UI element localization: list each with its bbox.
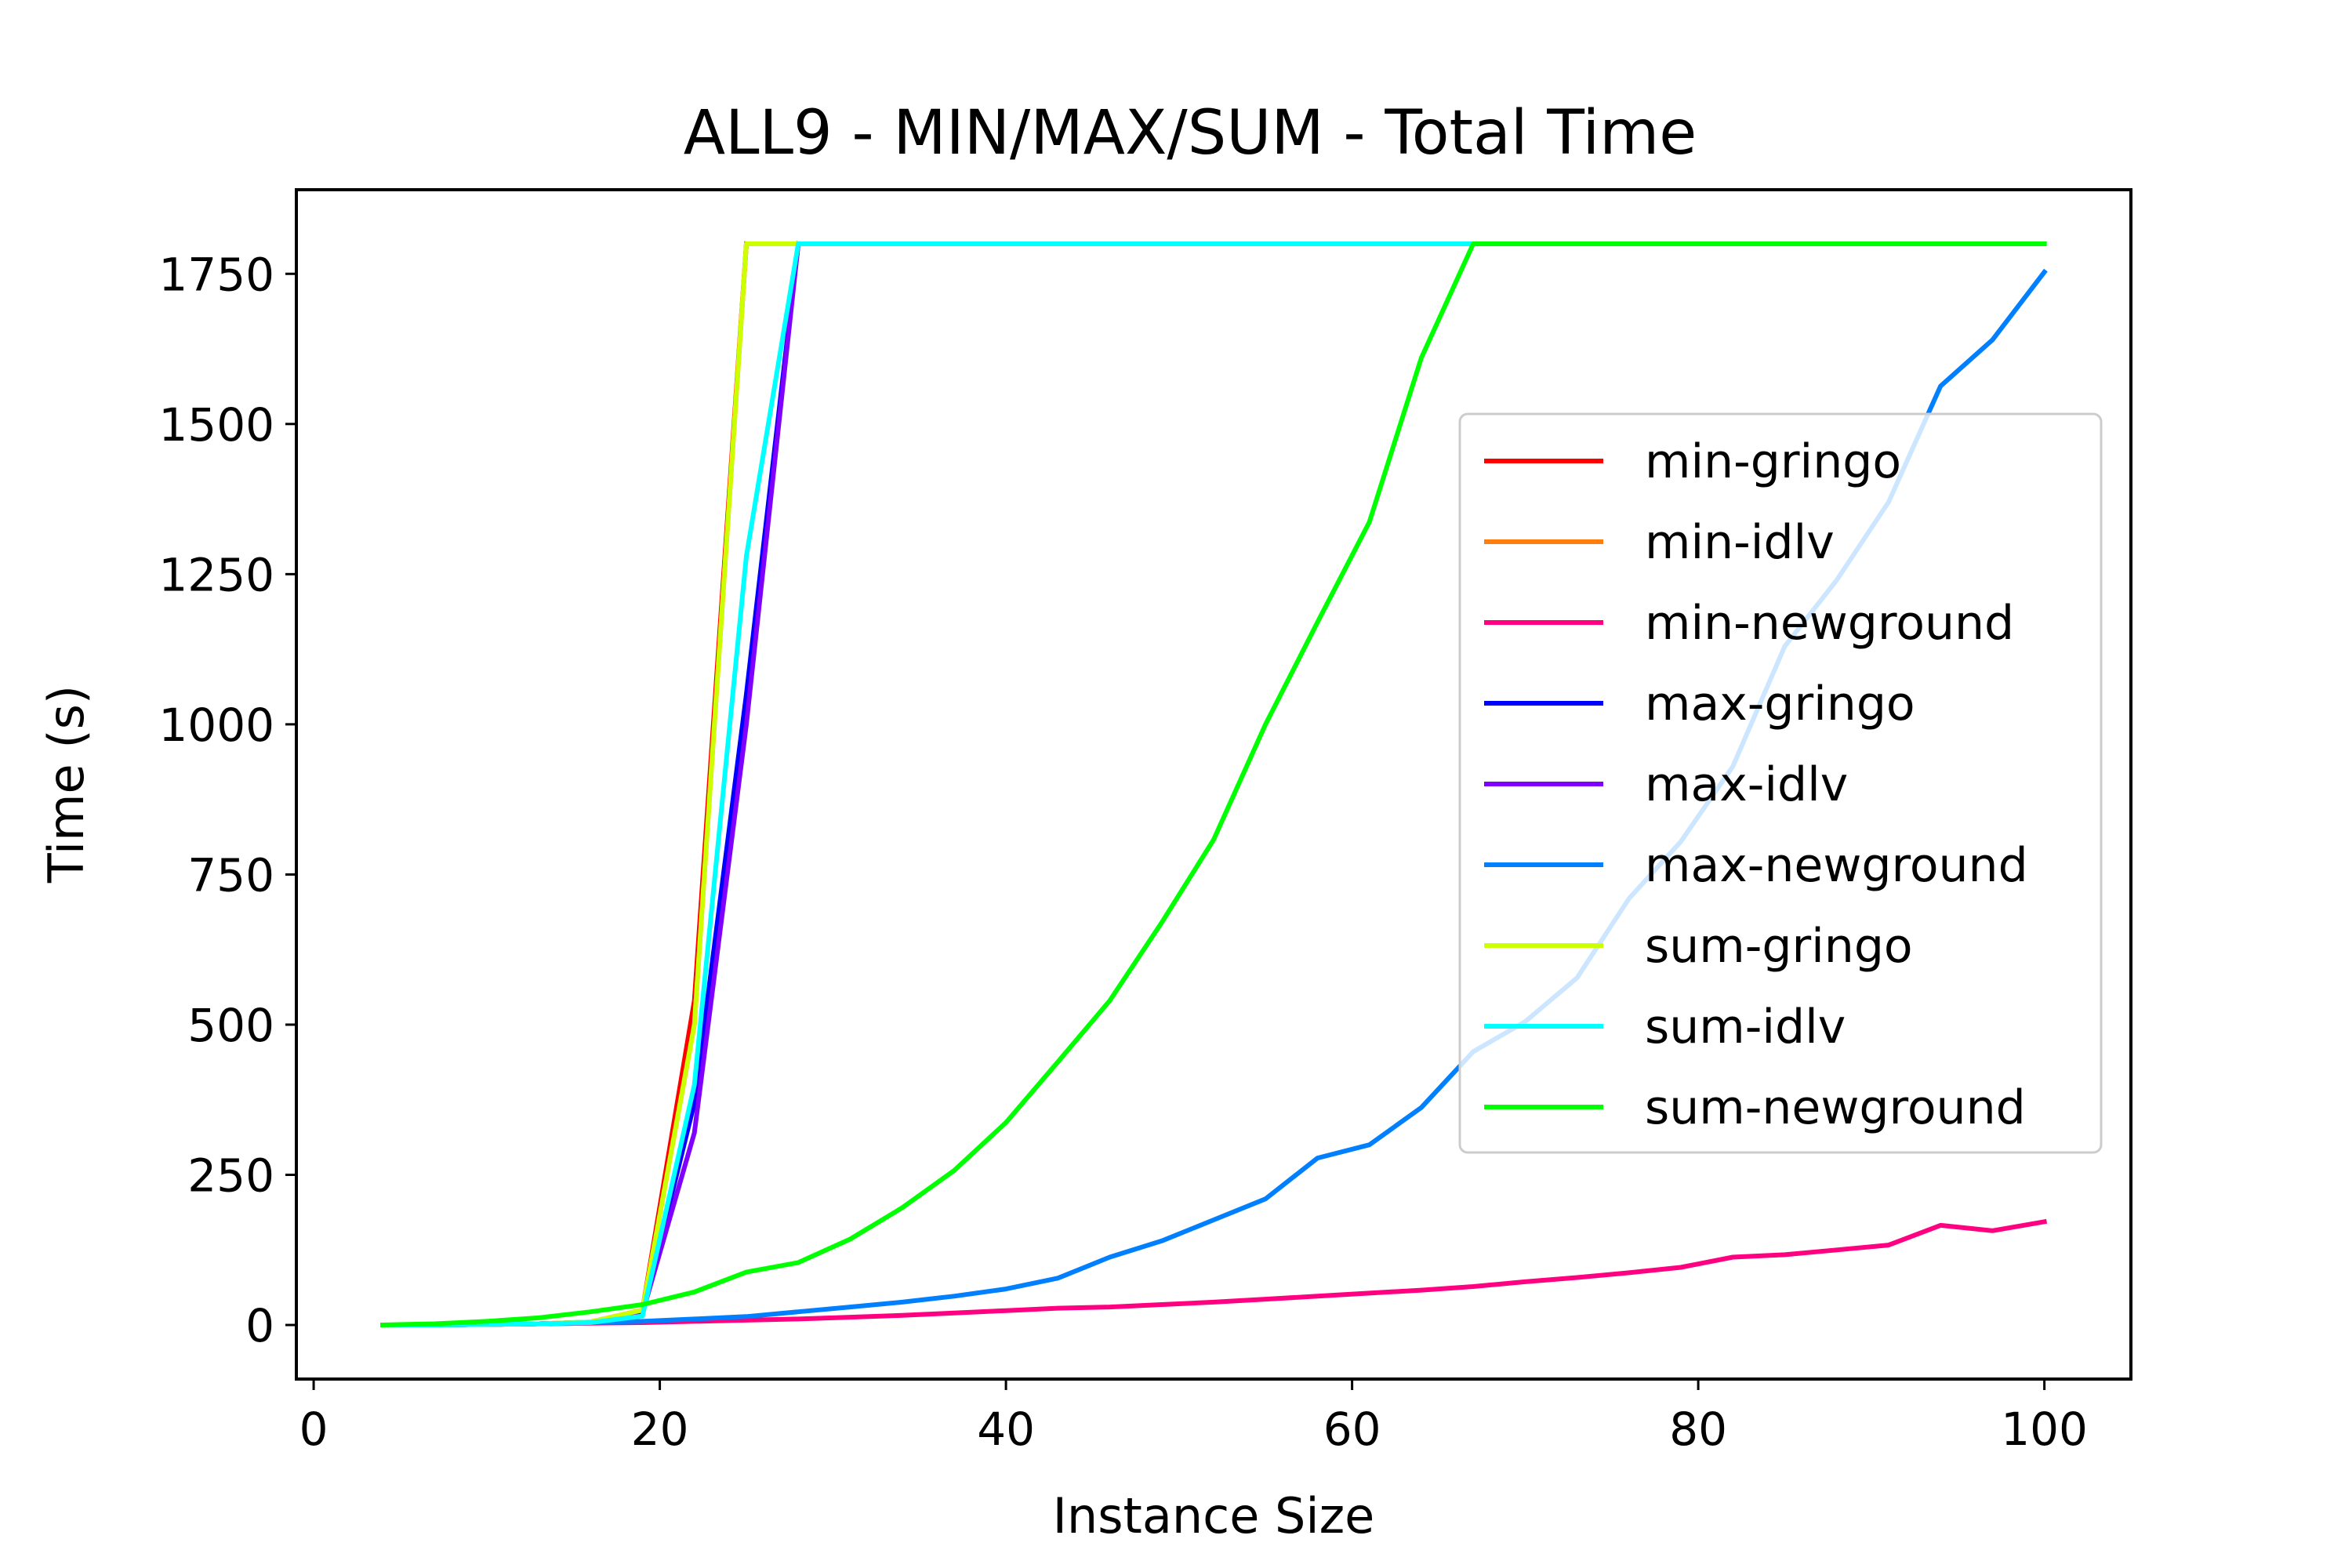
y-tick-label: 500	[187, 999, 274, 1052]
legend: min-gringo min-idlv min-newground max-gring…	[1458, 412, 2103, 1154]
legend-label-sum-gringo: sum-gringo	[1645, 919, 1913, 974]
legend-label-min-newground: min-newground	[1645, 596, 2014, 651]
legend-label-max-newground: max-newground	[1645, 838, 2028, 893]
x-axis-label: Instance Size	[1053, 1487, 1375, 1544]
legend-label-min-gringo: min-gringo	[1645, 434, 1901, 489]
y-tick-label: 1750	[158, 248, 274, 301]
y-tick-label: 1250	[158, 548, 274, 601]
x-tick-label: 0	[299, 1403, 328, 1456]
x-tick-label: 40	[977, 1403, 1035, 1456]
x-axis-ticks: 0 20 40 60 80 100	[299, 1379, 2088, 1456]
legend-label-min-idlv: min-idlv	[1645, 515, 1835, 570]
legend-label-sum-idlv: sum-idlv	[1645, 1000, 1846, 1054]
legend-box	[1458, 412, 2103, 1154]
y-axis-label: Time (s)	[38, 685, 95, 884]
legend-label-max-gringo: max-gringo	[1645, 677, 1915, 731]
legend-label-sum-newground: sum-newground	[1645, 1080, 2026, 1135]
legend-label-max-idlv: max-idlv	[1645, 757, 1848, 812]
y-tick-label: 750	[187, 848, 274, 902]
x-tick-label: 60	[1323, 1403, 1381, 1456]
y-tick-label: 1000	[158, 699, 274, 752]
x-tick-label: 80	[1669, 1403, 1727, 1456]
series-line-sum-newground	[380, 241, 2047, 1328]
y-tick-label: 0	[245, 1299, 274, 1352]
x-tick-label: 20	[631, 1403, 689, 1456]
y-tick-label: 250	[187, 1149, 274, 1203]
y-axis-ticks: 0 250 500 750 1000 1250 1500 1750	[158, 248, 296, 1352]
plot-area-frame	[295, 188, 2132, 1381]
chart-title: ALL9 - MIN/MAX/SUM - Total Time	[684, 98, 1697, 169]
x-tick-label: 100	[2001, 1403, 2088, 1456]
y-tick-label: 1500	[158, 398, 274, 452]
